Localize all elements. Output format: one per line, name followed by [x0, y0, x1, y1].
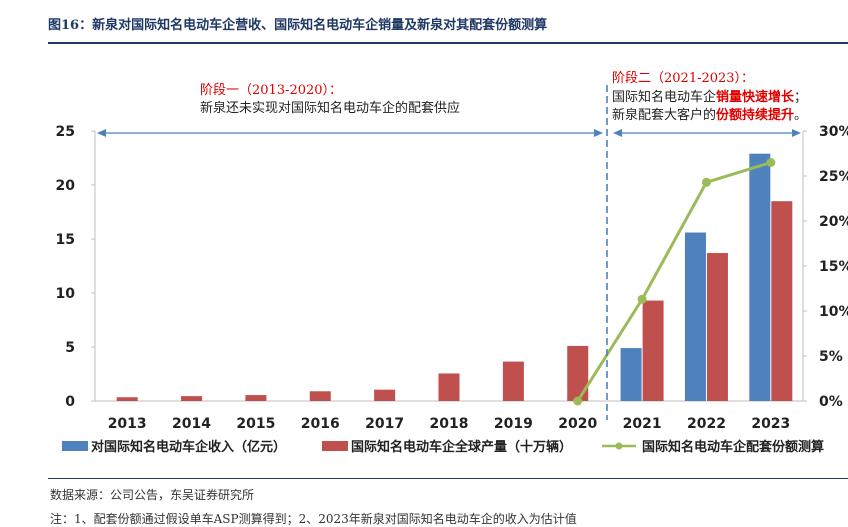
note-text: 注：1、配套份额通过假设单车ASP测算得到；2、2023年新泉对国际知名电动车企… [50, 512, 577, 526]
legend-label-production: 国际知名电动车企全球产量（十万辆） [351, 439, 572, 455]
legend-swatch-revenue [62, 441, 88, 451]
y-right-tick-label: 15% [819, 259, 848, 275]
phase2-arrow [613, 129, 801, 137]
y-left-tick-label: 20 [56, 178, 76, 194]
phase2-line2: 新泉配套大客户的份额持续提升。 [612, 107, 807, 123]
share-line-path [576, 161, 772, 402]
share-point [701, 177, 711, 187]
legend-label-revenue: 对国际知名电动车企收入（亿元） [91, 439, 286, 455]
bar-revenue [749, 153, 771, 401]
phase1-arrow [97, 129, 603, 137]
phase2-title: 阶段二（2021-2023）： [612, 71, 754, 86]
y-right-tick-label: 25% [819, 169, 848, 185]
y-left-tick-label: 0 [65, 394, 75, 410]
y-right-ticks: 0% 5% 10% 15% 20% 25% 30% [803, 124, 848, 410]
x-tick-label: 2013 [108, 416, 147, 432]
bar-revenue [620, 348, 642, 401]
y-right-tick-label: 10% [819, 304, 848, 320]
y-left-tick-label: 15 [56, 232, 75, 248]
y-right-tick-label: 20% [819, 214, 848, 230]
legend-label-share: 国际知名电动车企配套份额测算 [642, 439, 824, 455]
bar-production [116, 397, 138, 401]
bar-production [502, 361, 524, 401]
legend-swatch-production [322, 441, 348, 451]
bar-production [706, 253, 728, 401]
phase1-title: 阶段一（2013-2020）： [200, 83, 342, 98]
x-tick-label: 2022 [687, 416, 726, 432]
bar-production [181, 396, 203, 401]
bar-production [771, 201, 793, 401]
legend: 对国际知名电动车企收入（亿元） 国际知名电动车企全球产量（十万辆） 国际知名电动… [62, 439, 824, 455]
bar-production [438, 373, 460, 401]
bar-production [642, 300, 664, 401]
bars [116, 153, 793, 401]
share-point [637, 294, 647, 304]
y-left-tick-label: 10 [56, 286, 76, 302]
y-right-tick-label: 5% [819, 349, 843, 365]
legend-swatch-share-marker [615, 442, 623, 450]
x-tick-label: 2017 [365, 416, 404, 432]
x-tick-label: 2021 [623, 416, 662, 432]
x-tick-label: 2019 [494, 416, 533, 432]
y-left-tick-label: 25 [56, 124, 75, 140]
share-point [766, 158, 776, 167]
bar-production [245, 395, 267, 401]
figure-title: 图16：新泉对国际知名电动车企营收、国际知名电动车企销量及新泉对其配套份额测算 [48, 18, 548, 33]
title-rule [48, 42, 848, 44]
phase1-text: 新泉还未实现对国际知名电动车企的配套供应 [200, 100, 460, 116]
source-text: 数据来源：公司公告，东吴证券研究所 [50, 488, 255, 502]
x-tick-label: 2018 [430, 416, 469, 432]
x-tick-label: 2014 [172, 416, 211, 432]
share-point [573, 396, 583, 406]
phase2-line1: 国际知名电动车企销量快速增长； [612, 89, 807, 105]
bar-production [309, 391, 331, 401]
source-rule [48, 478, 848, 479]
x-ticks: 2013 2014 2015 2016 2017 2018 2019 2020 2021 2022… [108, 416, 791, 432]
y-left-tick-label: 5 [65, 340, 75, 356]
x-tick-label: 2020 [558, 416, 597, 432]
bar-revenue [684, 232, 706, 401]
x-tick-label: 2016 [301, 416, 340, 432]
bar-production [567, 345, 589, 401]
y-right-tick-label: 30% [819, 124, 848, 140]
bar-production [374, 389, 396, 401]
share-line [573, 158, 776, 406]
y-left-ticks: 0 5 10 15 20 25 [56, 124, 95, 410]
y-right-tick-label: 0% [819, 394, 843, 410]
x-tick-label: 2015 [236, 416, 275, 432]
x-tick-label: 2023 [751, 416, 790, 432]
